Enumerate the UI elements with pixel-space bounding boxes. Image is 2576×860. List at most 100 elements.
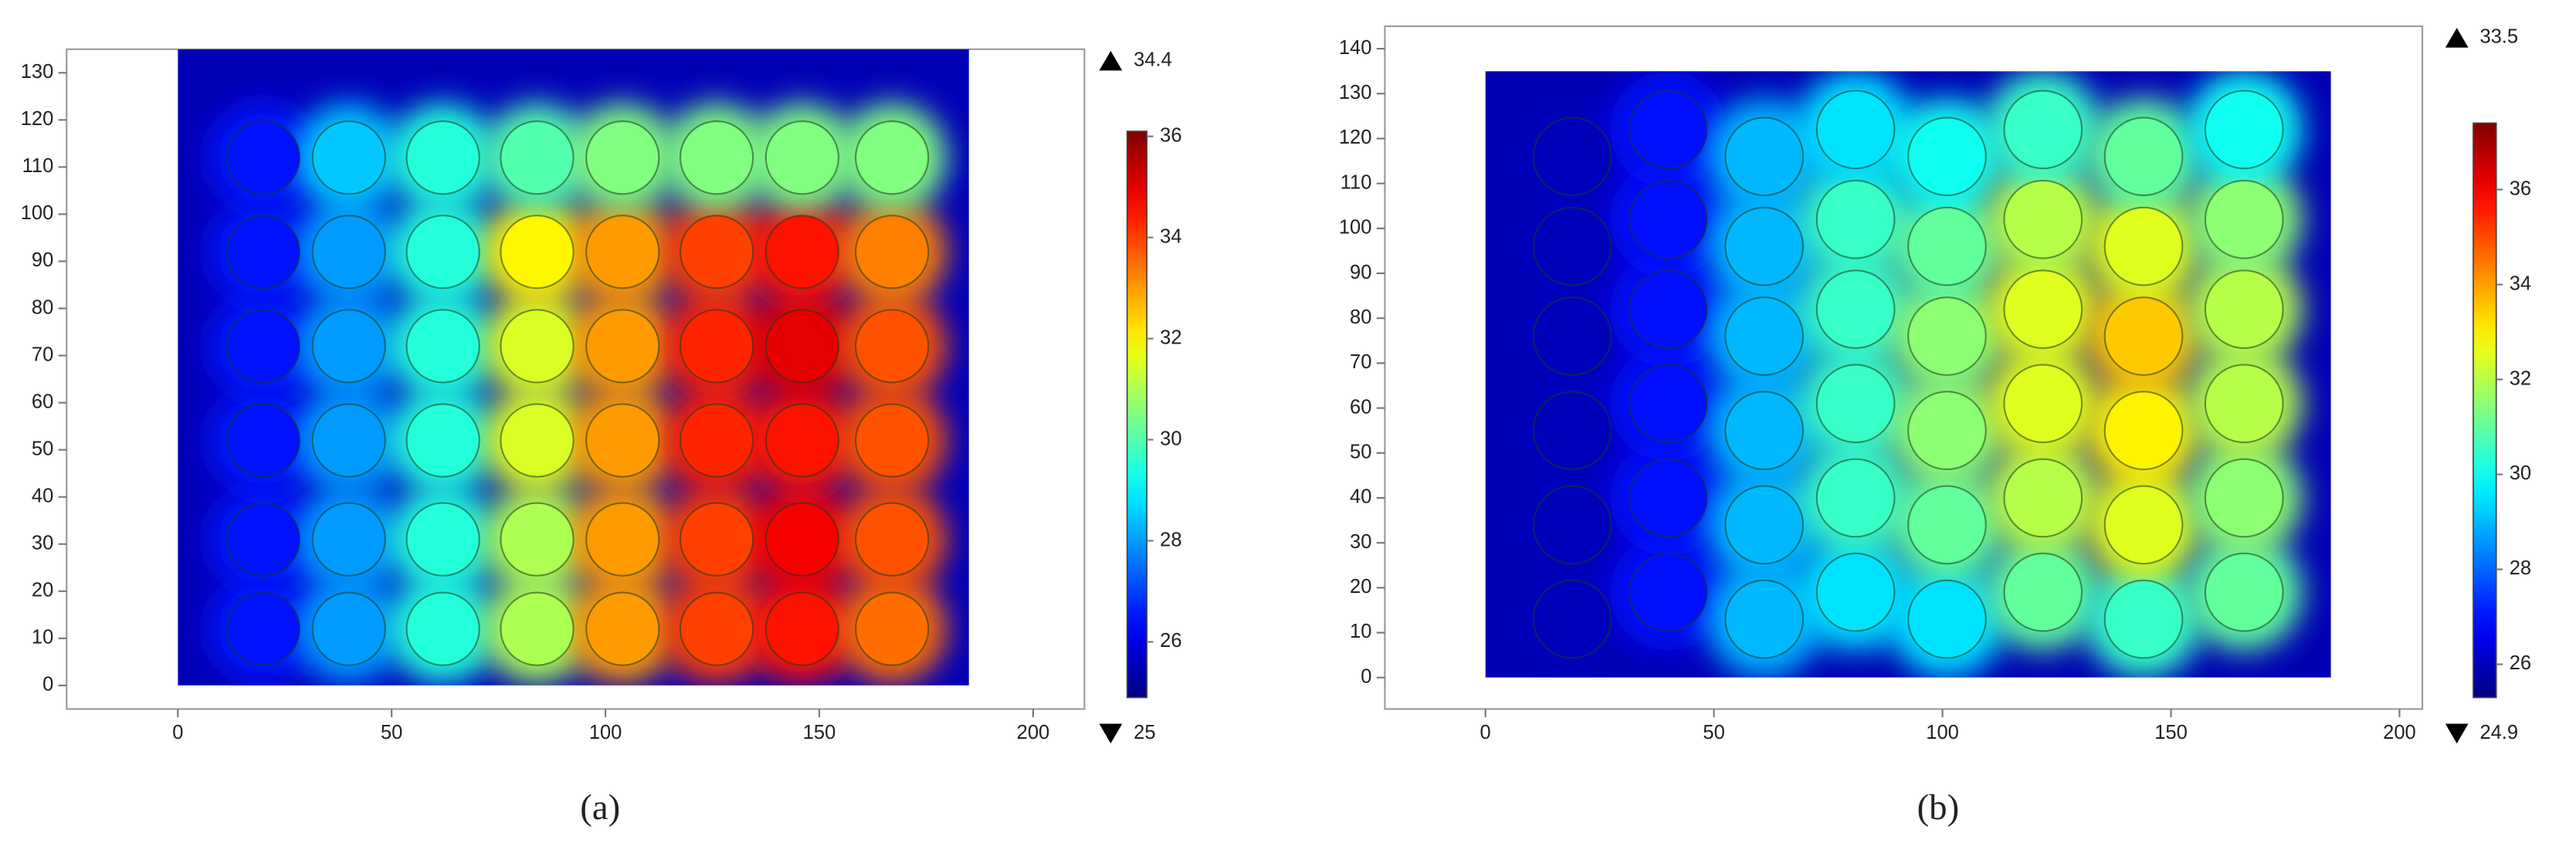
max-marker bbox=[1099, 50, 1123, 71]
cell bbox=[1724, 391, 1805, 471]
cell bbox=[764, 309, 839, 384]
cell bbox=[2204, 364, 2284, 444]
cell bbox=[1532, 485, 1612, 565]
y-tick-label: 20 bbox=[32, 580, 53, 601]
y-tick-label: 130 bbox=[21, 61, 54, 83]
cell bbox=[1907, 117, 1987, 197]
x-tick-label: 200 bbox=[2383, 722, 2416, 743]
cell bbox=[1532, 391, 1612, 471]
cell bbox=[2003, 552, 2083, 632]
colorbar-tick-label: 26 bbox=[1160, 630, 1181, 652]
max-label: 34.4 bbox=[1134, 49, 1172, 70]
cell bbox=[405, 120, 480, 195]
x-tick-label: 150 bbox=[2154, 722, 2188, 743]
cell bbox=[2103, 391, 2184, 471]
cell bbox=[1532, 206, 1612, 286]
cell bbox=[1629, 269, 1708, 349]
cell bbox=[2003, 364, 2083, 444]
cell bbox=[2003, 269, 2083, 349]
y-tick-label: 90 bbox=[32, 249, 53, 271]
cell bbox=[405, 502, 480, 577]
colorbar bbox=[1126, 130, 1148, 699]
cell bbox=[764, 120, 839, 195]
colorbar-tick-label: 30 bbox=[2510, 462, 2531, 484]
colorbar-tick-label: 36 bbox=[2510, 178, 2531, 199]
cell bbox=[585, 403, 660, 478]
colorbar bbox=[2473, 122, 2497, 699]
cell bbox=[679, 403, 754, 478]
y-tick-label: 70 bbox=[1350, 351, 1371, 373]
cell bbox=[225, 591, 301, 666]
cell bbox=[2204, 90, 2284, 170]
cell bbox=[679, 215, 754, 289]
cell bbox=[855, 502, 930, 577]
y-tick-label: 40 bbox=[1350, 486, 1371, 508]
cell bbox=[2103, 485, 2184, 565]
cell bbox=[1907, 391, 1987, 471]
cell bbox=[585, 309, 660, 384]
x-tick-label: 100 bbox=[589, 722, 622, 743]
y-tick-label: 120 bbox=[21, 108, 54, 130]
cell bbox=[855, 591, 930, 666]
cell bbox=[2003, 90, 2083, 170]
cell bbox=[2204, 179, 2284, 259]
y-tick-label: 110 bbox=[1341, 171, 1372, 193]
cell bbox=[405, 591, 480, 666]
cell bbox=[1907, 485, 1987, 565]
cell bbox=[1815, 269, 1896, 349]
cell bbox=[1907, 206, 1987, 286]
cell bbox=[679, 309, 754, 384]
cell bbox=[855, 309, 930, 384]
cell bbox=[225, 120, 301, 195]
cell bbox=[225, 309, 301, 384]
x-tick-label: 0 bbox=[1480, 722, 1491, 743]
y-tick-label: 100 bbox=[21, 202, 54, 224]
cell bbox=[1629, 179, 1708, 259]
cell bbox=[2204, 552, 2284, 632]
cell bbox=[855, 403, 930, 478]
y-tick-label: 100 bbox=[1339, 217, 1372, 239]
y-tick-label: 90 bbox=[1350, 262, 1371, 283]
heatmap-panel: 0 50 100 150 200 0 10 20 30 40 50 60 70 80 90 100 110 120… bbox=[1339, 25, 2531, 828]
colorbar-tick-label: 26 bbox=[2510, 652, 2531, 674]
colorbar-tick-label: 34 bbox=[1160, 225, 1181, 247]
cell bbox=[2003, 179, 2083, 259]
field bbox=[1485, 71, 2331, 678]
heatmap-panel: 0 50 100 150 200 0 10 20 30 40 50 60 70 80 90 100 110 120… bbox=[21, 48, 1182, 828]
colorbar-tick-label: 34 bbox=[2510, 273, 2531, 294]
cell bbox=[311, 403, 386, 478]
cell bbox=[1629, 458, 1708, 538]
y-tick-label: 130 bbox=[1339, 82, 1372, 103]
x-tick-label: 50 bbox=[1703, 722, 1724, 743]
cell bbox=[1815, 90, 1896, 170]
cell bbox=[1815, 458, 1896, 538]
cell bbox=[1629, 364, 1708, 444]
x-tick-label: 0 bbox=[172, 722, 183, 743]
cell bbox=[405, 403, 480, 478]
field bbox=[178, 49, 969, 686]
y-tick-label: 140 bbox=[1339, 37, 1372, 59]
min-marker bbox=[1099, 723, 1123, 744]
cell bbox=[855, 120, 930, 195]
y-tick-label: 0 bbox=[42, 674, 53, 696]
cell bbox=[585, 591, 660, 666]
x-tick-label: 200 bbox=[1017, 722, 1050, 743]
max-label: 33.5 bbox=[2479, 26, 2518, 48]
panel-label: (a) bbox=[580, 787, 620, 828]
cell bbox=[311, 309, 386, 384]
cell bbox=[764, 215, 839, 289]
cell bbox=[311, 502, 386, 577]
cell bbox=[764, 591, 839, 666]
y-tick-label: 30 bbox=[1350, 531, 1371, 553]
y-tick-label: 40 bbox=[32, 485, 53, 506]
max-marker bbox=[2445, 28, 2469, 48]
cell bbox=[225, 215, 301, 289]
cell bbox=[2103, 206, 2184, 286]
cell bbox=[500, 120, 575, 195]
cell bbox=[1907, 579, 1987, 659]
cell bbox=[500, 502, 575, 577]
cell bbox=[2003, 458, 2083, 538]
y-tick-label: 110 bbox=[22, 155, 54, 177]
